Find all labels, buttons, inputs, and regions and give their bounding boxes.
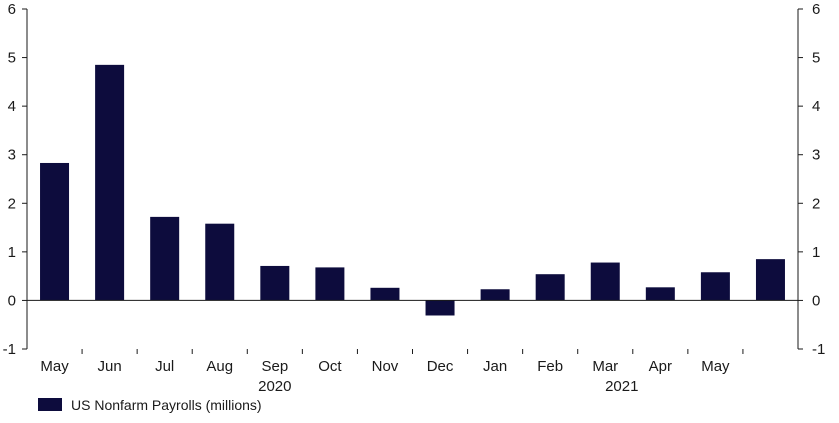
x-tick-label: Nov bbox=[372, 358, 399, 375]
bar bbox=[480, 289, 510, 301]
bar bbox=[645, 287, 675, 301]
right-y-tick-label: -1 bbox=[812, 341, 825, 358]
right-y-tick-label: 0 bbox=[812, 292, 820, 309]
x-tick-label: Sep bbox=[261, 358, 288, 375]
bar bbox=[205, 223, 235, 301]
legend: US Nonfarm Payrolls (millions) bbox=[38, 397, 262, 413]
legend-label: US Nonfarm Payrolls (millions) bbox=[71, 397, 262, 413]
x-axis: May Jun Jul Aug Sep Oct Nov Dec Jan Feb Mar Apr May 2… bbox=[27, 299, 798, 395]
bar bbox=[755, 259, 785, 301]
x-tick-label: Jul bbox=[155, 358, 174, 375]
year-label: 2021 bbox=[605, 378, 638, 395]
x-tick-label: May bbox=[701, 358, 730, 375]
left-y-tick-label: 6 bbox=[8, 1, 16, 18]
right-y-tick-label: 6 bbox=[812, 1, 820, 18]
bar bbox=[40, 162, 70, 301]
left-y-tick-label: 1 bbox=[8, 244, 16, 261]
year-label: 2020 bbox=[258, 378, 291, 395]
left-y-tick-label: 0 bbox=[8, 292, 16, 309]
x-tick-label: Jun bbox=[98, 358, 122, 375]
right-y-axis: -1 0 1 2 3 4 5 6 bbox=[797, 1, 825, 358]
bar bbox=[95, 64, 125, 301]
x-tick-label: Apr bbox=[649, 358, 672, 375]
left-y-tick-label: -1 bbox=[3, 341, 16, 358]
x-tick-label: Mar bbox=[592, 358, 618, 375]
left-y-tick-label: 4 bbox=[8, 98, 16, 115]
x-tick-label: Dec bbox=[427, 358, 454, 375]
bar-series bbox=[40, 64, 785, 316]
bar bbox=[260, 265, 290, 301]
bar bbox=[700, 272, 730, 301]
legend-swatch bbox=[38, 398, 62, 411]
right-y-tick-label: 5 bbox=[812, 50, 820, 67]
x-tick-label: Feb bbox=[537, 358, 563, 375]
bar bbox=[315, 267, 345, 301]
left-y-tick-label: 3 bbox=[8, 147, 16, 164]
x-tick-label: Aug bbox=[206, 358, 233, 375]
bar bbox=[535, 274, 565, 301]
bar bbox=[590, 262, 620, 301]
bar bbox=[150, 216, 180, 301]
left-y-tick-label: 5 bbox=[8, 50, 16, 67]
x-tick-label: Jan bbox=[483, 358, 507, 375]
right-y-tick-label: 3 bbox=[812, 147, 820, 164]
right-y-tick-label: 1 bbox=[812, 244, 820, 261]
left-y-tick-label: 2 bbox=[8, 195, 16, 212]
left-y-axis: -1 0 1 2 3 4 5 6 bbox=[3, 1, 28, 358]
x-tick-label: Oct bbox=[318, 358, 342, 375]
bar bbox=[370, 287, 400, 301]
bar bbox=[425, 300, 455, 316]
right-y-tick-label: 4 bbox=[812, 98, 820, 115]
x-tick-label: May bbox=[40, 358, 69, 375]
right-y-tick-label: 2 bbox=[812, 195, 820, 212]
